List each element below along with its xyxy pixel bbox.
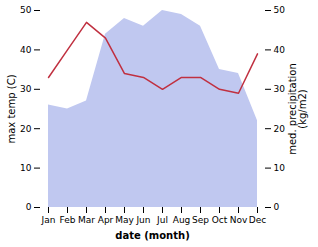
svg-text:Dec: Dec	[249, 215, 266, 225]
svg-text:40: 40	[274, 45, 286, 55]
svg-text:50: 50	[20, 5, 32, 15]
svg-text:Nov: Nov	[230, 215, 248, 225]
svg-text:Sep: Sep	[192, 215, 209, 225]
svg-text:40: 40	[20, 45, 32, 55]
svg-text:Jan: Jan	[41, 215, 56, 225]
svg-text:Jul: Jul	[156, 215, 168, 225]
svg-text:May: May	[115, 215, 134, 225]
svg-text:0: 0	[274, 202, 280, 212]
svg-text:med. precipitation(kg/m2): med. precipitation(kg/m2)	[287, 63, 308, 155]
svg-text:max temp (C): max temp (C)	[6, 74, 17, 143]
svg-text:10: 10	[20, 163, 32, 173]
svg-text:0: 0	[26, 202, 32, 212]
svg-text:50: 50	[274, 5, 286, 15]
svg-text:30: 30	[274, 84, 286, 94]
svg-text:30: 30	[20, 84, 32, 94]
svg-text:20: 20	[20, 124, 32, 134]
svg-text:20: 20	[274, 124, 286, 134]
svg-text:date (month): date (month)	[115, 230, 189, 241]
svg-text:Mar: Mar	[78, 215, 95, 225]
svg-text:Oct: Oct	[212, 215, 228, 225]
svg-text:10: 10	[274, 163, 286, 173]
svg-text:Apr: Apr	[98, 215, 114, 225]
svg-text:Jun: Jun	[135, 215, 150, 225]
svg-text:Feb: Feb	[60, 215, 76, 225]
svg-text:Aug: Aug	[173, 215, 191, 225]
